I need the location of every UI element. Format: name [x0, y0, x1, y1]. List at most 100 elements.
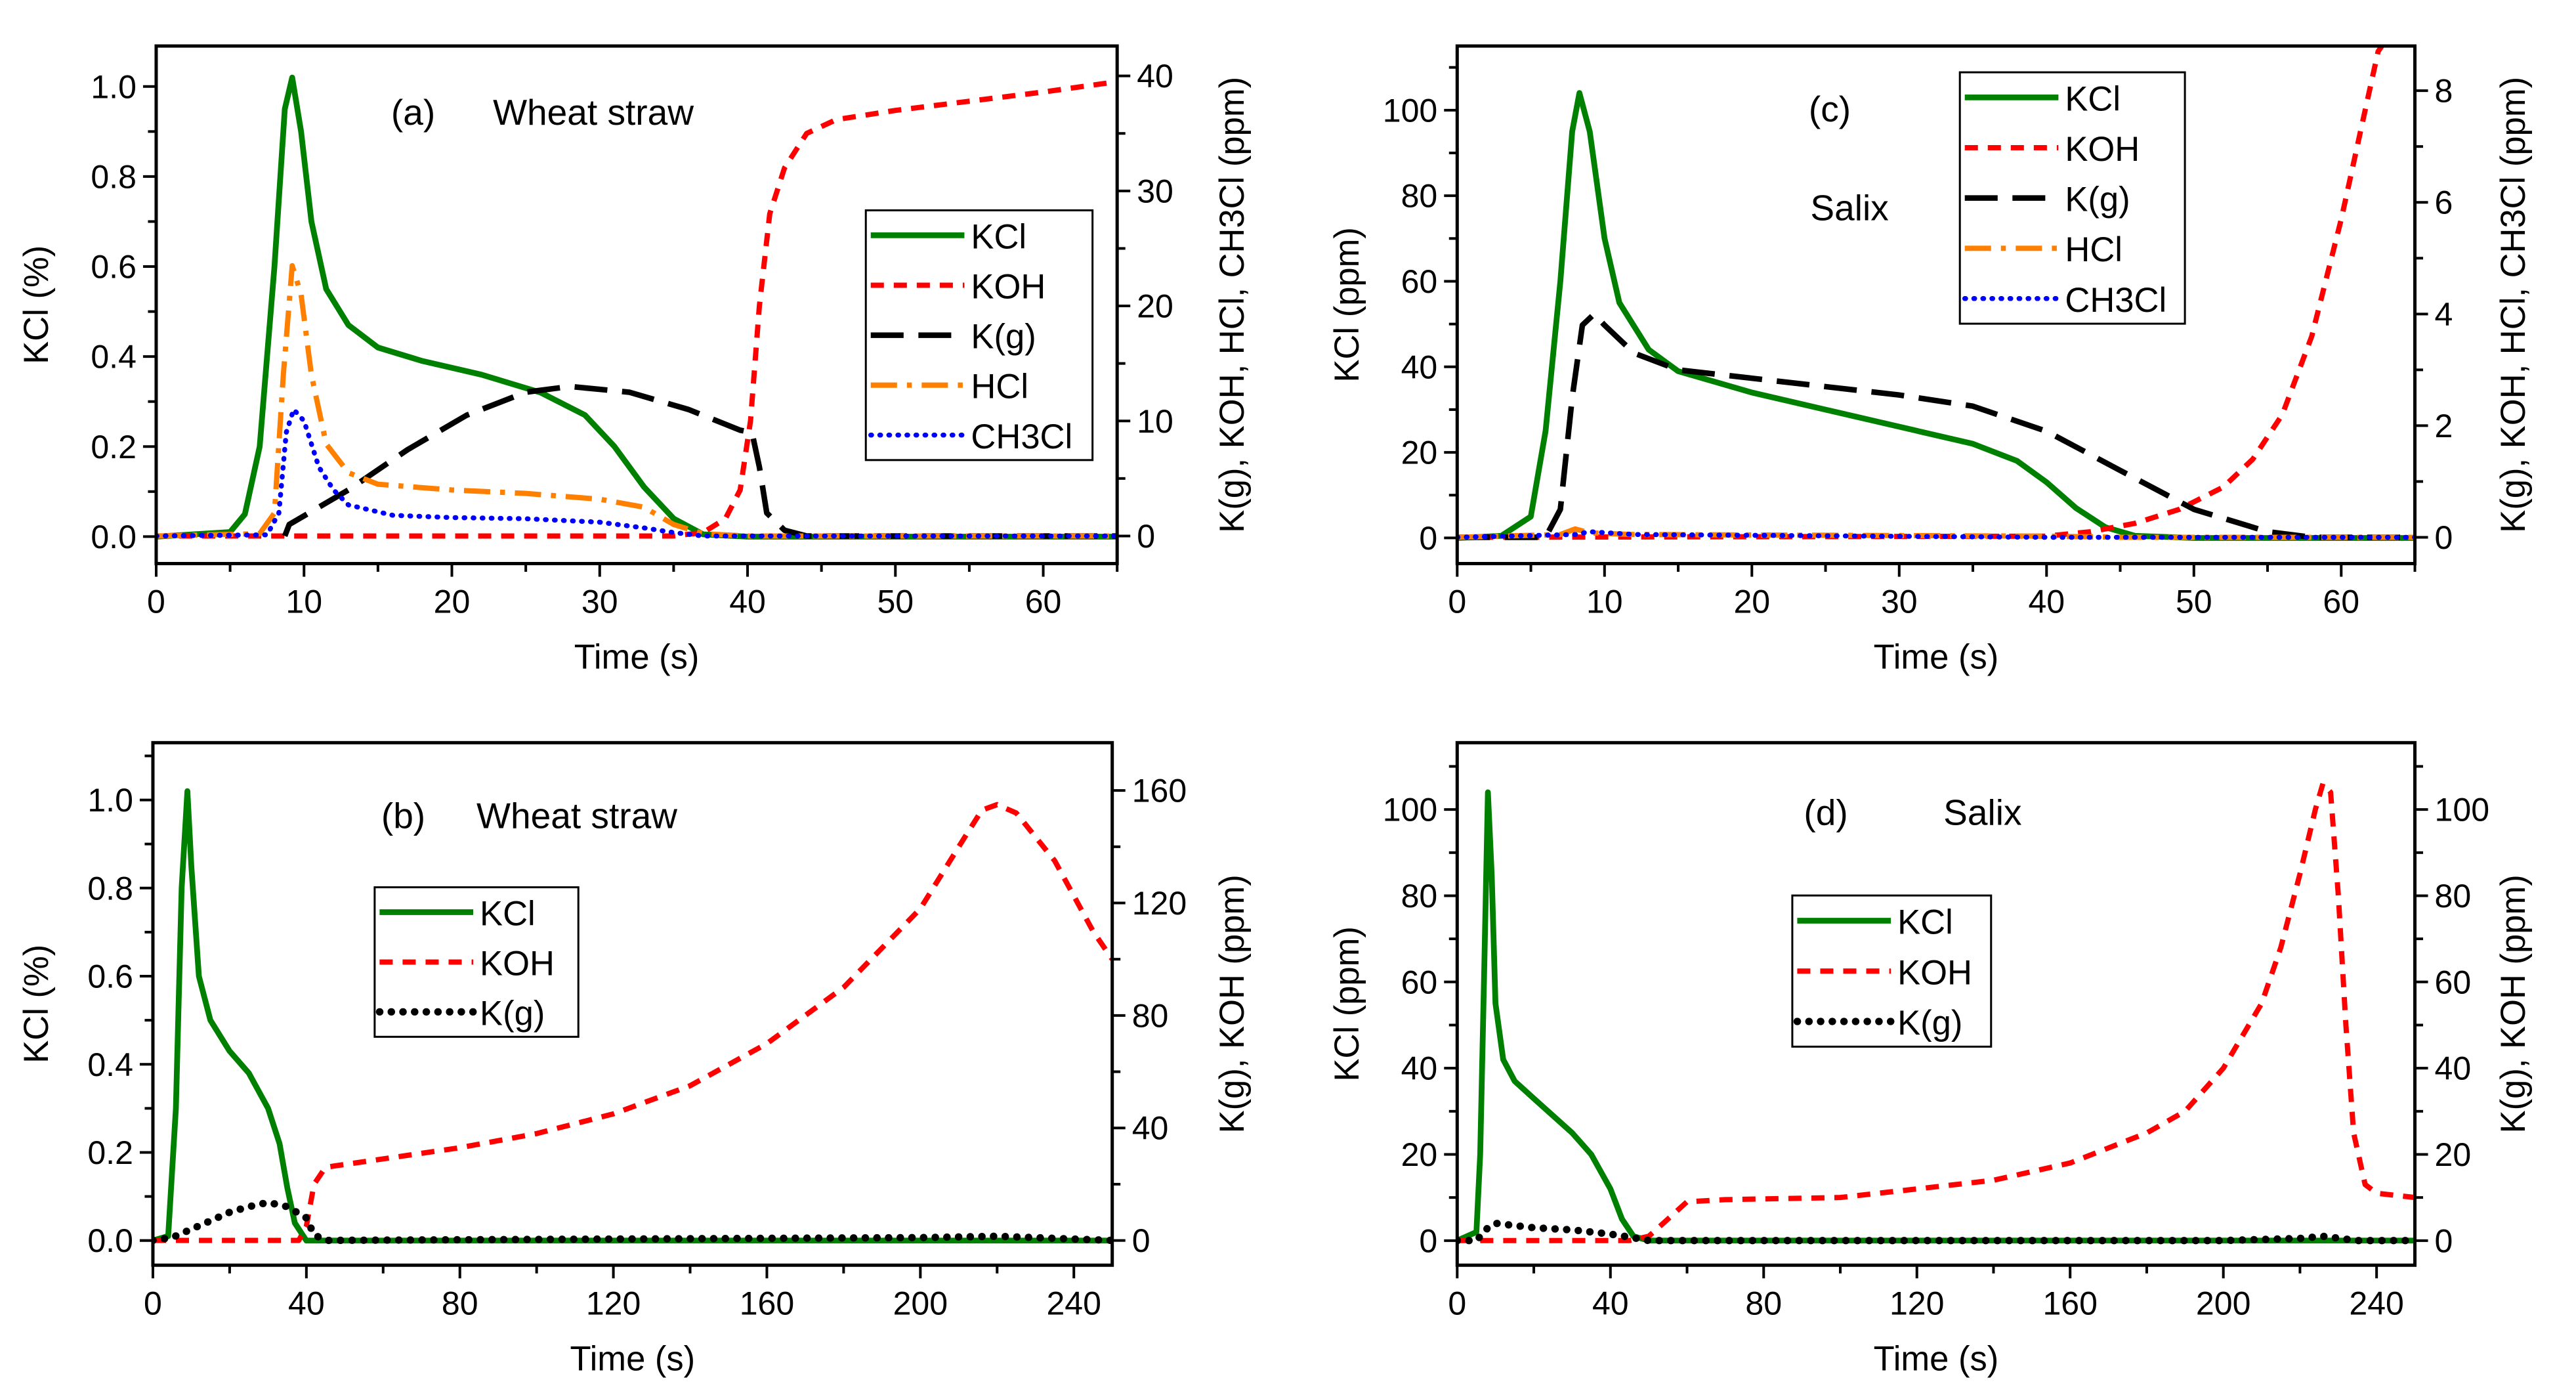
plot-frame [151, 740, 1114, 1267]
x-tick-label: 40 [2028, 584, 2065, 620]
y2-axis-label: K(g), KOH (ppm) [2494, 874, 2533, 1133]
y-tick-label: 100 [1383, 792, 1438, 828]
legend: KCl KOH K(g) HCl CH3Cl [864, 209, 1094, 461]
y2-axis-label: K(g), KOH, HCl, CH3Cl (ppm) [2494, 77, 2533, 533]
y-tick-label: 60 [1401, 263, 1438, 300]
series-line-ch3cl [1457, 529, 2415, 540]
legend-label: KOH [1897, 953, 1972, 992]
x-tick-label: 200 [893, 1285, 948, 1321]
y2-tick-label: 0 [2435, 1222, 2453, 1259]
x-tick-label: 40 [729, 584, 766, 620]
x-tick-label: 0 [1448, 584, 1466, 620]
legend: KCl KOH K(g) [373, 886, 580, 1038]
y2-tick-label: 2 [2435, 408, 2453, 444]
y2-tick-label: 100 [2435, 792, 2490, 828]
series-line-kg [1457, 311, 2415, 540]
legend-label: KOH [480, 944, 555, 983]
series-line-kg [152, 1199, 1112, 1245]
legend-label: CH3Cl [2065, 281, 2166, 320]
legend-label: KCl [971, 217, 1026, 256]
panel-a: 0 10 20 30 40 50 60 0.0 0.2 0.4 0.6 0.8 1.0 0 10 20 30 40… [17, 44, 1252, 677]
y-tick-label: 0.0 [91, 519, 137, 555]
series-line-ch3cl [156, 406, 1118, 539]
legend-label: KCl [480, 895, 536, 934]
series-line-koh [152, 802, 1112, 1243]
series-group [152, 788, 1112, 1245]
x-tick-label: 60 [2323, 584, 2359, 620]
x-tick-label: 240 [2349, 1285, 2404, 1321]
series-line-kg [1457, 1219, 2415, 1245]
y-tick-label: 0 [1419, 1222, 1437, 1259]
y-tick-label: 0.0 [87, 1222, 133, 1259]
y2-tick-label: 20 [1137, 288, 1173, 325]
y2-tick-label: 0 [1137, 518, 1155, 555]
legend: KCl KOH K(g) [1791, 894, 1993, 1048]
legend-label: KCl [2065, 79, 2121, 118]
series-line-kg [282, 383, 1118, 539]
y-tick-label: 0.8 [91, 158, 137, 195]
panel-label: (a) [391, 92, 435, 133]
y-tick-label: 1.0 [87, 782, 133, 819]
panel-label: (d) [1804, 792, 1848, 832]
legend: KCl KOH K(g) HCl CH3Cl [1958, 71, 2186, 325]
legend-label: K(g) [480, 994, 545, 1033]
y2-tick-label: 4 [2435, 296, 2453, 333]
y-tick-label: 0.2 [91, 429, 137, 465]
panel-label: (b) [381, 795, 425, 836]
series-line-koh [1457, 781, 2415, 1243]
x-tick-label: 240 [1046, 1285, 1101, 1321]
x-tick-label: 60 [1025, 584, 1062, 620]
y2-tick-label: 8 [2435, 73, 2453, 110]
y2-axis-label: K(g), KOH (ppm) [1213, 874, 1252, 1133]
x-tick-label: 10 [1586, 584, 1623, 620]
legend-label: HCl [2065, 230, 2122, 269]
y-axis-label: KCl (ppm) [1328, 926, 1366, 1082]
x-tick-label: 20 [1733, 584, 1770, 620]
series-line-koh [156, 79, 1118, 539]
x-tick-label: 0 [147, 584, 165, 620]
y-tick-label: 60 [1401, 964, 1438, 1000]
y2-tick-label: 10 [1137, 403, 1173, 440]
y2-tick-label: 40 [1137, 58, 1173, 95]
y2-axis-label: K(g), KOH, HCl, CH3Cl (ppm) [1213, 77, 1252, 533]
x-tick-label: 120 [1890, 1285, 1945, 1321]
series-group [1457, 781, 2415, 1245]
plot-frame [1455, 740, 2417, 1267]
y2-tick-label: 60 [2435, 964, 2472, 1000]
x-tick-label: 160 [2042, 1285, 2098, 1321]
panel-d: 0 40 80 120 160 200 240 0 20 40 60 80 100 0 20 40 60 80 10… [1328, 740, 2533, 1378]
legend-label: HCl [971, 368, 1028, 406]
x-tick-label: 20 [434, 584, 471, 620]
y-tick-label: 80 [1401, 878, 1438, 914]
plot-frame [1455, 44, 2417, 566]
legend-label: K(g) [2065, 181, 2130, 219]
y-tick-label: 0.6 [91, 249, 137, 286]
y-tick-label: 100 [1383, 92, 1438, 129]
panel-c: 0 10 20 30 40 50 60 0 20 40 60 80 100 0 2 4 6 8 Time (s) KC… [1328, 44, 2533, 677]
panel-b: 0 40 80 120 160 200 240 0.0 0.2 0.4 0.6 0.8 1.0 0 40 80… [17, 740, 1252, 1378]
legend-label: K(g) [1897, 1004, 1962, 1042]
y2-tick-label: 20 [2435, 1136, 2472, 1173]
x-tick-label: 50 [877, 584, 914, 620]
y-tick-label: 20 [1401, 1136, 1438, 1173]
y2-tick-label: 40 [2435, 1050, 2472, 1087]
x-tick-label: 10 [285, 584, 322, 620]
x-tick-label: 160 [740, 1285, 795, 1321]
y2-tick-label: 120 [1132, 885, 1187, 922]
y2-tick-label: 80 [2435, 878, 2472, 914]
y2-tick-label: 6 [2435, 184, 2453, 221]
y-axis-label: KCl (%) [17, 246, 56, 364]
y-tick-label: 0 [1419, 520, 1437, 557]
x-tick-label: 40 [1592, 1285, 1629, 1321]
y-tick-label: 20 [1401, 435, 1438, 471]
series-line-kcl [156, 74, 1118, 540]
x-tick-label: 120 [586, 1285, 641, 1321]
series-line-hcl [156, 263, 1118, 539]
y-tick-label: 1.0 [91, 68, 137, 105]
y2-tick-label: 80 [1132, 997, 1169, 1034]
x-tick-label: 0 [1448, 1285, 1466, 1321]
panel-label: (c) [1809, 89, 1851, 129]
x-tick-label: 80 [1745, 1285, 1782, 1321]
legend-label: CH3Cl [971, 418, 1072, 456]
y-tick-label: 0.4 [91, 339, 137, 376]
